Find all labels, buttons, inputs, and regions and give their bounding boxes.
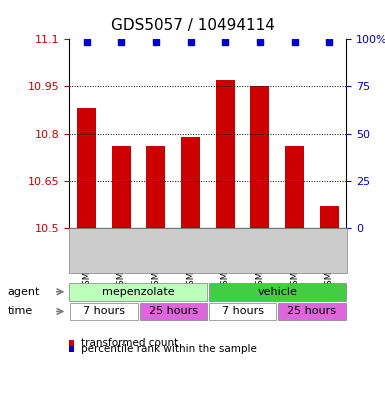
Text: 7 hours: 7 hours: [221, 307, 264, 316]
Bar: [250, 86, 270, 228]
Bar: [69, 228, 346, 273]
Text: agent: agent: [8, 287, 40, 297]
Bar: [216, 80, 235, 228]
Text: vehicle: vehicle: [257, 287, 297, 297]
Text: GDS5057 / 10494114: GDS5057 / 10494114: [110, 18, 275, 33]
Bar: [77, 108, 96, 228]
Bar: [209, 283, 346, 301]
Bar: [278, 303, 346, 320]
Bar: [139, 303, 207, 320]
Bar: [70, 303, 138, 320]
Text: 25 hours: 25 hours: [149, 307, 198, 316]
Bar: [69, 283, 207, 301]
Bar: [146, 146, 166, 228]
Bar: [285, 146, 304, 228]
Bar: [320, 206, 339, 228]
Bar: [69, 345, 74, 352]
Text: time: time: [8, 307, 33, 316]
Text: percentile rank within the sample: percentile rank within the sample: [81, 344, 257, 354]
Bar: [69, 340, 74, 346]
Text: mepenzolate: mepenzolate: [102, 287, 175, 297]
Bar: [209, 303, 276, 320]
Text: 7 hours: 7 hours: [83, 307, 125, 316]
Bar: [181, 137, 200, 228]
Text: transformed count: transformed count: [81, 338, 178, 349]
Text: 25 hours: 25 hours: [287, 307, 336, 316]
Bar: [112, 146, 131, 228]
